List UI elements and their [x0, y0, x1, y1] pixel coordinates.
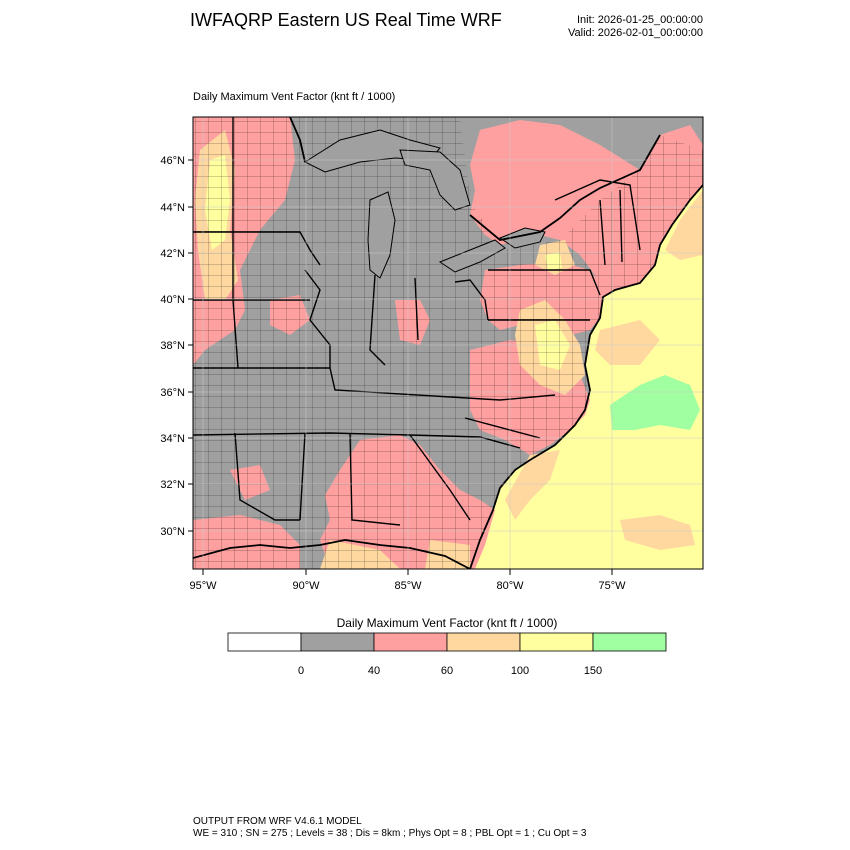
lat-label-40n: 40°N	[160, 294, 185, 306]
colorbar-tick-150: 150	[584, 665, 602, 677]
colorbar-bin-above-150	[592, 632, 667, 652]
lon-label-80w: 80°W	[496, 580, 524, 592]
lat-label-30n: 30°N	[160, 526, 185, 538]
colorbar-bin-40-60	[373, 632, 448, 652]
colorbar-bin-below-0	[227, 632, 302, 652]
lat-label-44n: 44°N	[160, 202, 185, 214]
lon-label-95w: 95°W	[189, 580, 217, 592]
lat-label-32n: 32°N	[160, 479, 185, 491]
lat-label-38n: 38°N	[160, 340, 185, 352]
coastline	[193, 117, 703, 569]
model-footer: OUTPUT FROM WRF V4.6.1 MODEL WE = 310 ; …	[193, 816, 586, 840]
lon-axis: 95°W 90°W 85°W 80°W 75°W	[189, 569, 626, 592]
footer-config-line: WE = 310 ; SN = 275 ; Levels = 38 ; Dis …	[193, 828, 587, 839]
lat-axis: 46°N 44°N 42°N 40°N 38°N 36°N 34°N 32°N …	[160, 155, 193, 538]
init-valid-times: Init: 2026-01-25_00:00:00 Valid: 2026-02…	[568, 14, 703, 40]
lon-label-90w: 90°W	[292, 580, 320, 592]
lat-label-42n: 42°N	[160, 248, 185, 260]
colorbar-bin-0-40	[300, 632, 375, 652]
colorbar-tick-100: 100	[511, 665, 529, 677]
field-subtitle: Daily Maximum Vent Factor (knt ft / 1000…	[193, 91, 396, 103]
lon-label-85w: 85°W	[394, 580, 422, 592]
graticule	[193, 117, 703, 569]
state-borders	[193, 117, 641, 526]
colorbar-title: Daily Maximum Vent Factor (knt ft / 1000…	[336, 616, 558, 630]
colorbar-bin-100-150	[519, 632, 594, 652]
green-zones	[610, 375, 700, 430]
map-frame	[192, 116, 704, 570]
colorbar-tick-60: 60	[441, 665, 453, 677]
init-time: Init: 2026-01-25_00:00:00	[577, 14, 703, 26]
colorbar: 0 40 60 100 150	[227, 632, 667, 677]
lat-label-34n: 34°N	[160, 433, 185, 445]
valid-time: Valid: 2026-02-01_00:00:00	[568, 27, 703, 39]
lat-label-46n: 46°N	[160, 155, 185, 167]
great-lakes	[303, 129, 546, 279]
colorbar-bin-60-100	[446, 632, 521, 652]
lon-label-75w: 75°W	[598, 580, 626, 592]
lat-label-36n: 36°N	[160, 387, 185, 399]
map-field	[193, 117, 703, 569]
plot-title: IWFAQRP Eastern US Real Time WRF	[190, 10, 502, 30]
footer-model-line: OUTPUT FROM WRF V4.6.1 MODEL	[193, 816, 362, 827]
colorbar-tick-40: 40	[368, 665, 380, 677]
colorbar-tick-0: 0	[298, 665, 304, 677]
